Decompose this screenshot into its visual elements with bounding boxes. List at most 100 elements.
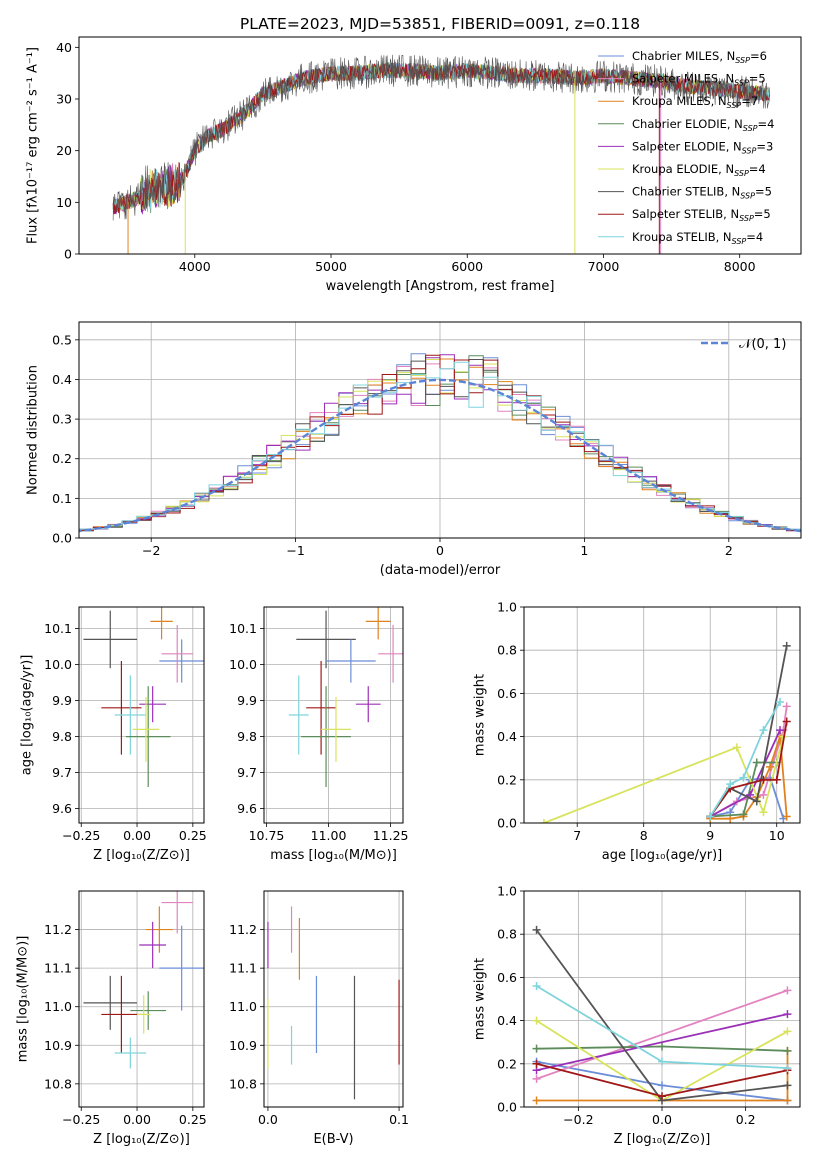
mass-weight-marker [532,1016,541,1025]
legend-name: Kroupa ELODIE, N [632,162,734,176]
legend-subscript: SSP [734,79,749,88]
spectrum-y-tick-label: 10 [56,195,72,210]
weight-vs-Z-y-tick-label: 0.2 [497,1056,517,1071]
spectrum-x-tick-label: 8000 [724,259,756,274]
mass-weight-marker [783,1064,792,1073]
mass-weight-marker [783,1027,792,1036]
mass-weight-marker [532,1096,541,1105]
weight-vs-Z-frame [523,890,801,1108]
residuals-plot-area [79,353,801,534]
age-vs-Z-y-tick-label: 9.9 [52,693,72,708]
mass-vs-EBV-frame [263,890,404,1108]
mass-weight-marker [759,775,768,784]
legend-name: Kroupa STELIB, N [632,230,732,244]
legend-suffix: =4 [746,230,763,244]
weight-vs-age-plot-area [539,641,791,823]
age-vs-mass-y-tick-label: 9.9 [237,693,257,708]
mass-vs-EBV-y-tick-label: 10.8 [229,1076,257,1091]
mass-vs-Z-frame [78,890,205,1108]
legend-name: Chabrier ELODIE, N [632,117,743,131]
age-vs-Z-y-tick-label: 10.1 [44,621,72,636]
age-vs-mass-y-tick-label: 9.8 [237,729,257,744]
age-vs-mass-frame [263,606,404,824]
age-vs-Z-frame [78,606,205,824]
mass-weight-marker [539,819,548,823]
age-vs-Z-x-axis-label: Z [log₁₀(Z/Z⊙)] [93,848,190,863]
mass-weight-marker [783,1010,792,1019]
mass-vs-EBV-y-tick-label: 11.1 [229,961,257,976]
age-vs-mass-grid [264,607,403,823]
residuals-y-axis-label: Normed distribution [26,365,41,495]
legend-entry: Chabrier ELODIE, NSSP=4 [632,117,774,133]
spectrum-x-tick-label: 5000 [315,259,347,274]
mass-weight-marker [532,1044,541,1053]
mass-vs-EBV-x-tick-label: 0.1 [389,1112,409,1127]
legend-subscript: SSP [742,146,757,155]
mass-weight-marker [782,641,791,650]
legend-subscript: SSP [734,169,749,178]
residuals-x-axis-label: (data-model)/error [380,563,501,578]
mass-weight-marker [759,790,768,799]
weight-vs-age-x-tick-label: 7 [573,828,581,843]
age-vs-mass-x-axis-label: mass [log₁₀(M/M⊙)] [270,848,397,863]
age-vs-mass-y-tick-label: 10.1 [229,621,257,636]
weight-vs-Z-y-axis-label: mass weight [473,958,488,1040]
age-vs-mass-y-tick-label: 10.0 [229,657,257,672]
mass-vs-Z-x-tick-label: −0.25 [62,1112,100,1127]
residuals-y-tick-label: 0.3 [52,412,72,427]
weight-vs-Z-y-tick-label: 0.6 [497,970,517,985]
legend-suffix: =5 [749,72,766,86]
weight-vs-age-y-tick-label: 0.8 [497,643,517,658]
weight-vs-Z-x-axis-label: Z [log₁₀(Z/Z⊙)] [614,1132,711,1147]
mass-vs-Z-y-tick-label: 10.9 [44,1038,72,1053]
mass-vs-EBV-x-tick-label: 0.0 [258,1112,278,1127]
age-vs-Z-x-tick-label: −0.25 [62,828,100,843]
mass-weight-marker [782,717,791,726]
spectrum-y-tick-label: 20 [56,143,72,158]
mass-weight-marker [739,773,748,782]
residuals-panel: −2 −1 0 1 2 0.0 0.1 0.2 0.3 0.4 0.5 (data-model)/er… [26,321,802,578]
age-vs-mass-plot-area [288,607,403,787]
residuals-x-tick-label: −1 [286,543,304,558]
mass-vs-Z-y-tick-label: 11.0 [44,999,72,1014]
mass-weight-marker [532,982,541,991]
weight-vs-age-y-axis-label: mass weight [473,674,488,756]
legend-suffix: =4 [758,117,775,131]
age-vs-mass-x-tick-label: 10.75 [249,828,285,843]
legend-subscript: SSP [727,101,742,110]
residuals-y-tick-label: 0.1 [52,491,72,506]
mass-weight-marker [766,762,775,771]
weight-vs-age-frame [523,606,801,824]
mass-weight-line [536,989,788,1080]
residuals-y-tick-label: 0.0 [52,531,72,546]
legend-suffix: =7 [741,94,758,108]
age-vs-Z-x-tick-label: 0.00 [123,828,151,843]
mass-vs-Z-y-tick-label: 11.1 [44,961,72,976]
mass-weight-marker [759,808,768,817]
mass-weight-line [536,1013,788,1072]
mass-vs-Z-y-axis-label: mass [log₁₀(M/M⊙)] [16,936,31,1063]
weight-vs-age-y-tick-label: 1.0 [497,600,517,615]
mass-vs-Z-panel: −0.25 0.00 0.25 10.8 10.9 11.0 11.1 11.2 Z [log₁… [16,890,207,1147]
legend-entry: 𝒩(0, 1) [739,337,786,352]
age-vs-Z-y-tick-label: 10.0 [44,657,72,672]
mass-vs-EBV-y-tick-label: 10.9 [229,1038,257,1053]
legend-entry: Kroupa MILES, NSSP=7 [632,94,758,110]
residuals-x-tick-label: −2 [142,543,160,558]
legend-subscript: SSP [732,237,747,246]
residuals-x-tick-label: 2 [725,543,733,558]
mass-vs-Z-y-tick-label: 11.2 [44,922,72,937]
legend-suffix: =5 [755,185,772,199]
weight-vs-Z-panel: −0.2 0.0 0.2 0.0 0.2 0.4 0.6 0.8 1.0 Z [log₁₀(Z/Z… [473,884,801,1147]
spectrum-y-tick-label: 40 [56,40,72,55]
weight-vs-age-y-tick-label: 0.0 [497,816,517,831]
mass-weight-line [710,761,777,818]
age-vs-mass-y-tick-label: 9.6 [237,801,257,816]
mass-weight-marker [532,925,541,934]
legend-subscript: SSP [740,192,755,201]
legend-entry: Chabrier MILES, NSSP=6 [632,49,767,65]
mass-weight-marker [783,1096,792,1105]
weight-vs-age-x-axis-label: age [log₁₀(age/yr)] [602,848,723,863]
mass-vs-EBV-plot-area [267,906,400,1100]
